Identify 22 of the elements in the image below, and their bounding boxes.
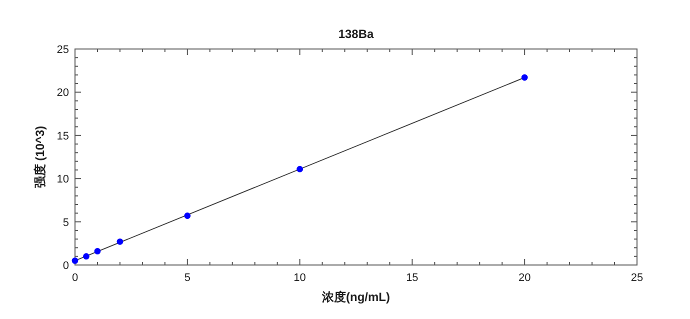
- point: [296, 166, 303, 172]
- y-tick-label: 0: [62, 260, 69, 272]
- x-tick-label: 0: [72, 272, 78, 284]
- point: [72, 257, 78, 264]
- y-tick-label: 20: [56, 87, 69, 100]
- point: [521, 74, 528, 81]
- x-tick-label: 10: [294, 272, 306, 284]
- point: [94, 248, 101, 254]
- point: [184, 212, 191, 219]
- x-tick-label: 20: [518, 272, 531, 284]
- y-tick-label: 10: [56, 174, 69, 186]
- point: [83, 253, 90, 260]
- x-tick-label: 25: [630, 272, 644, 284]
- x-tick-label: 5: [184, 272, 190, 284]
- y-axis-title: 强度 (10^3): [33, 126, 47, 188]
- y-tick-label: 25: [56, 44, 69, 56]
- x-tick-label: 15: [406, 272, 418, 284]
- chart-title: 138Ba: [338, 27, 374, 41]
- point: [116, 238, 124, 245]
- x-axis-title: 浓度(ng/mL): [321, 290, 390, 304]
- y-tick-label: 5: [62, 216, 69, 229]
- y-tick-label: 15: [56, 130, 69, 142]
